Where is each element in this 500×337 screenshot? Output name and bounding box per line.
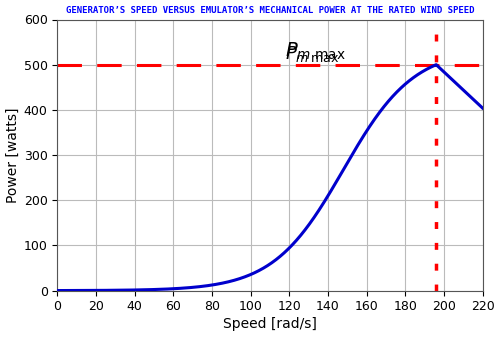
Text: $P_{m\ \mathrm{max}}$: $P_{m\ \mathrm{max}}$ [286,40,346,62]
Text: $P_{m_{\,}}$$_{\rm max}$: $P_{m_{\,}}$$_{\rm max}$ [286,43,340,62]
X-axis label: Speed [rad/s]: Speed [rad/s] [223,317,317,332]
Title: GENERATOR’S SPEED VERSUS EMULATOR’S MECHANICAL POWER AT THE RATED WIND SPEED: GENERATOR’S SPEED VERSUS EMULATOR’S MECH… [66,5,474,14]
Y-axis label: Power [watts]: Power [watts] [6,107,20,203]
